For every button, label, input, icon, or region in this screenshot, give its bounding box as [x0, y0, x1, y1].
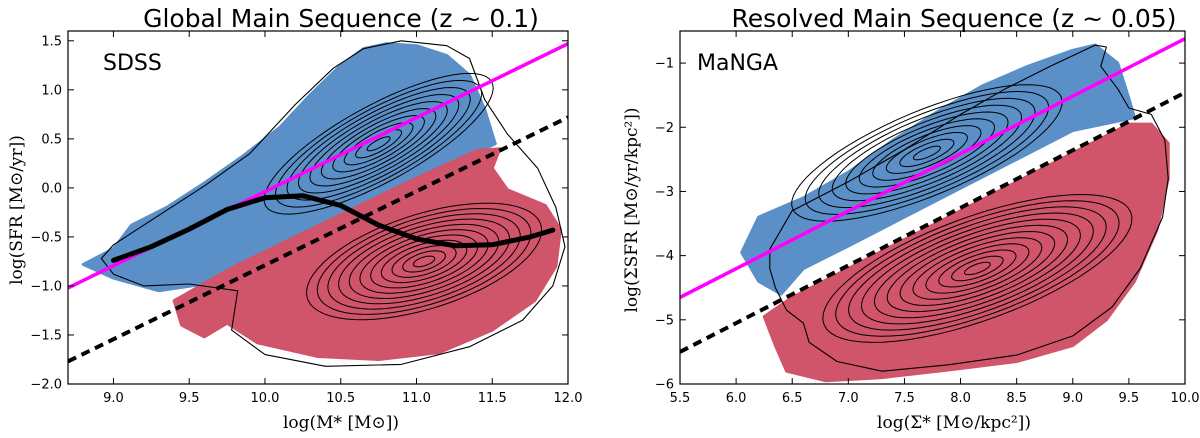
y-tick-label: −1 [655, 57, 674, 72]
x-tick-label: 5.5 [670, 391, 691, 406]
contour-level [912, 145, 941, 161]
contour-level [316, 207, 532, 315]
contour-level [366, 136, 391, 152]
x-tick-label: 9.0 [103, 391, 124, 406]
global-density-contours-0 [263, 72, 494, 215]
manga-annotation: MaNGA [697, 51, 778, 76]
contour-level [327, 213, 521, 310]
x-tick-label: 10.5 [326, 391, 355, 406]
resolved-axes-frame [679, 30, 1186, 385]
resolved-x-axis-label: log(Σ* [M⊙/kpc²]) [877, 413, 1031, 433]
x-tick-label: 9.0 [1062, 391, 1083, 406]
contour-level [951, 255, 1004, 282]
y-tick-label: −0.5 [30, 230, 62, 245]
global-main-sequence-panel: Global Main Sequence (z ~ 0.1) SDSS log(… [7, 4, 582, 433]
contour-level [359, 229, 489, 294]
contour-level [848, 206, 1107, 331]
resolved-outer-contour [769, 44, 1169, 372]
x-tick-label: 8.0 [950, 391, 971, 406]
contour-level [822, 193, 1133, 343]
contour-level [845, 111, 1009, 195]
x-tick-label: 10.0 [250, 391, 279, 406]
contour-level [885, 132, 968, 174]
contour-level [925, 243, 1030, 294]
contour-level [873, 218, 1081, 319]
global-chart-title: Global Main Sequence (z ~ 0.1) [143, 4, 539, 33]
contour-level [804, 90, 1050, 215]
contour-level [899, 230, 1056, 306]
x-tick-label: 9.5 [179, 391, 200, 406]
y-tick-label: −1.0 [30, 279, 62, 294]
resolved-y-axis-label: log(ΣSFR [M⊙/yr/kpc²]) [622, 107, 642, 312]
x-tick-label: 9.5 [1119, 391, 1140, 406]
contour-level [343, 122, 414, 166]
contour-level [370, 234, 479, 289]
resolved-density-contours-0 [791, 84, 1063, 222]
y-tick-label: −2 [655, 121, 674, 136]
global-plot-area [68, 40, 568, 367]
contour-level [320, 108, 437, 180]
y-tick-label: −1.5 [30, 328, 62, 343]
contour-level [309, 100, 448, 187]
contour-level [860, 212, 1094, 325]
y-tick-label: 1.5 [41, 34, 62, 49]
contour-level [964, 261, 991, 276]
x-tick-label: 7.5 [894, 391, 915, 406]
x-tick-label: 6.5 [782, 391, 803, 406]
resolved-star-forming-hexbins [740, 43, 1136, 296]
resolved-main-sequence-fit-line [680, 37, 1185, 299]
y-tick-label: −3 [655, 185, 674, 200]
resolved-chart-title: Resolved Main Sequence (z ~ 0.05) [732, 4, 1177, 33]
contour-level [402, 250, 446, 273]
contour-level [412, 255, 436, 268]
resolved-plot-area [680, 37, 1185, 383]
contour-level [831, 104, 1023, 202]
y-tick-label: −6 [655, 378, 674, 393]
global-running-median-line [111, 193, 556, 263]
contour-level [338, 218, 511, 305]
y-tick-label: 1.0 [41, 83, 62, 98]
contour-level [791, 84, 1063, 222]
x-tick-label: 7.0 [838, 391, 859, 406]
y-tick-label: 0.5 [41, 132, 62, 147]
contour-level [912, 237, 1043, 300]
x-tick-label: 12.0 [554, 391, 583, 406]
x-tick-label: 11.5 [478, 391, 507, 406]
y-tick-label: −4 [655, 249, 674, 264]
contour-level [348, 223, 500, 300]
contour-level [938, 249, 1017, 288]
resolved-sf-quiescent-separator-line [680, 90, 1185, 354]
y-tick-label: −5 [655, 313, 674, 328]
global-x-axis-label: log(M* [M⊙]) [283, 413, 399, 433]
global-sf-quiescent-separator-line [68, 115, 568, 364]
contour-level [263, 72, 494, 215]
global-quiescent-hexbins [172, 147, 562, 361]
contour-level [886, 224, 1069, 313]
y-tick-label: −2.0 [30, 378, 62, 393]
global-y-axis-label: log(SFR [M⊙/yr]) [7, 135, 27, 285]
contour-level [391, 244, 457, 278]
sdss-annotation: SDSS [103, 51, 162, 76]
x-tick-label: 8.5 [1006, 391, 1027, 406]
contour-level [306, 202, 543, 321]
contour-level [332, 115, 425, 173]
resolved-main-sequence-panel: Resolved Main Sequence (z ~ 0.05) MaNGA … [622, 4, 1199, 433]
contour-level [835, 200, 1120, 337]
resolved-density-contours-1 [822, 193, 1133, 343]
contour-level [297, 93, 460, 194]
global-axes-frame [67, 30, 569, 385]
global-outer-contour [100, 40, 566, 367]
contour-level [818, 97, 1036, 209]
contour-level [274, 79, 483, 208]
x-tick-label: 6.0 [726, 391, 747, 406]
x-tick-label: 11.0 [402, 391, 431, 406]
x-tick-label: 10.0 [1171, 391, 1200, 406]
contour-level [899, 138, 955, 168]
y-tick-label: 0.0 [41, 181, 62, 196]
